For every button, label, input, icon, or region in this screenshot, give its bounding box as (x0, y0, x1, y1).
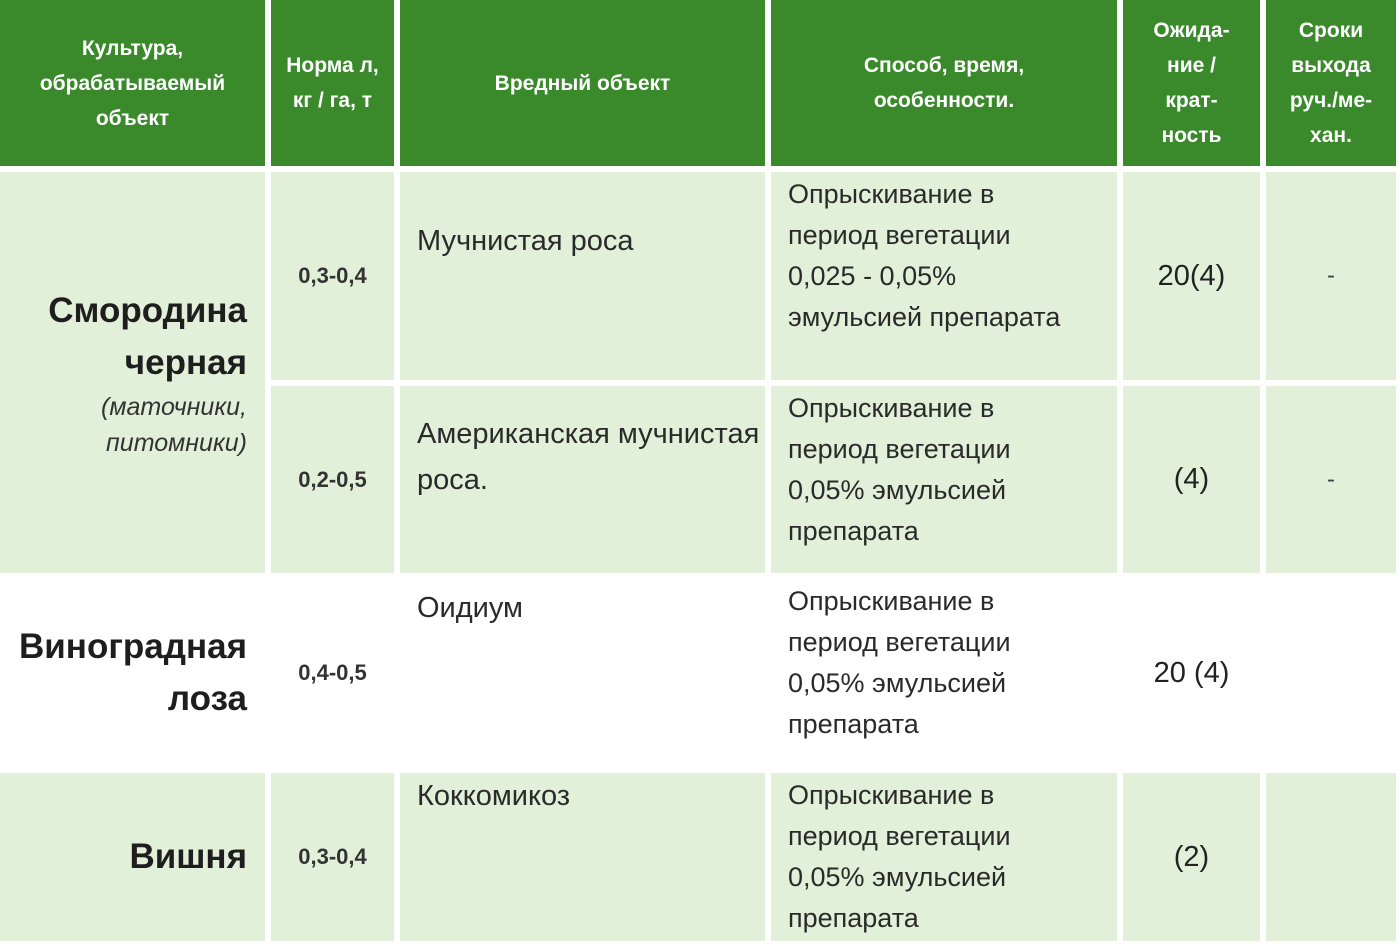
table-row: Смородина черная (маточники, питомники) … (0, 172, 1396, 573)
rate-cell: 0,3-0,4 (271, 773, 394, 941)
wait-cell: 20(4) (1123, 172, 1260, 380)
table-header-row: Культура, обрабатываемый объект Норма л,… (0, 0, 1396, 166)
exit-cell: - (1266, 172, 1396, 380)
header-crop: Культура, обрабатываемый объект (0, 0, 265, 166)
header-method: Способ, время, особенности. (771, 0, 1117, 166)
header-pest: Вредный объект (400, 0, 765, 166)
method-cell: Опрыскивание в период вегетации 0,05% эм… (771, 386, 1117, 573)
header-exit: Сроки выхода руч./ме-хан. (1266, 0, 1396, 166)
pest-cell: Коккомикоз (400, 773, 765, 941)
pest-cell: Оидиум (400, 579, 765, 767)
crop-note: (маточники, питомники) (101, 392, 247, 457)
wait-cell: 20 (4) (1123, 579, 1260, 767)
exit-cell (1266, 579, 1396, 767)
wait-cell: (2) (1123, 773, 1260, 941)
table-row: Вишня 0,3-0,4 Коккомикоз Опрыскивание в … (0, 773, 1396, 941)
rate-cell: 0,3-0,4 (271, 172, 394, 380)
exit-cell (1266, 773, 1396, 941)
rate-cell: 0,2-0,5 (271, 386, 394, 573)
table-row: 0,2-0,5 Американская мучнистая роса. Опр… (0, 386, 1396, 573)
method-cell: Опрыскивание в период вегетации 0,05% эм… (771, 579, 1117, 767)
method-cell: Опрыскивание в период вегетации 0,05% эм… (771, 773, 1117, 941)
crop-name: Виноградная лоза (19, 627, 247, 718)
crop-cell: Виноградная лоза (0, 579, 265, 767)
pest-cell: Американская мучнистая роса. (400, 386, 765, 573)
pest-cell: Мучнистая роса (400, 172, 765, 380)
exit-cell: - (1266, 386, 1396, 573)
wait-cell: (4) (1123, 386, 1260, 573)
header-wait: Ожида-ние /крат-ность (1123, 0, 1260, 166)
crop-name: Вишня (129, 837, 247, 876)
table-row: Виноградная лоза 0,4-0,5 Оидиум Опрыскив… (0, 579, 1396, 767)
crop-cell: Вишня (0, 773, 265, 941)
method-cell: Опрыскивание в период вегетации 0,025 - … (771, 172, 1117, 380)
crop-cell: Смородина черная (маточники, питомники) (0, 172, 265, 573)
rate-cell: 0,4-0,5 (271, 579, 394, 767)
crop-name: Смородина черная (48, 290, 247, 382)
header-rate: Норма л, кг / га, т (271, 0, 394, 166)
